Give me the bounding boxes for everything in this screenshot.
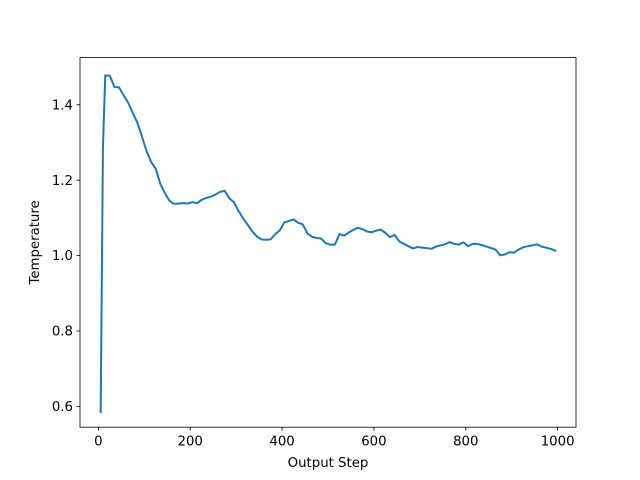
x-axis-label: Output Step	[288, 456, 369, 471]
y-axis-ticks: 0.6 0.8 1.0 1.2 1.4	[52, 98, 80, 415]
x-tick-label: 800	[453, 435, 478, 450]
x-tick-label: 600	[361, 435, 386, 450]
y-tick-label: 0.8	[52, 325, 73, 340]
y-tick-label: 1.2	[52, 174, 73, 189]
series-line-0	[99, 74, 557, 414]
plot-frame	[79, 57, 577, 428]
x-tick-label: 0	[94, 435, 102, 450]
series-layer	[99, 74, 557, 414]
x-tick-label: 1000	[541, 435, 575, 450]
x-axis-ticks: 0 200 400 600 800 1000	[94, 427, 575, 450]
y-tick-label: 1.0	[52, 249, 73, 264]
y-axis-label: Temperature	[28, 200, 43, 285]
y-tick-label: 0.6	[52, 400, 73, 415]
x-tick-label: 200	[178, 435, 203, 450]
x-tick-label: 400	[269, 435, 294, 450]
y-tick-label: 1.4	[52, 98, 73, 113]
